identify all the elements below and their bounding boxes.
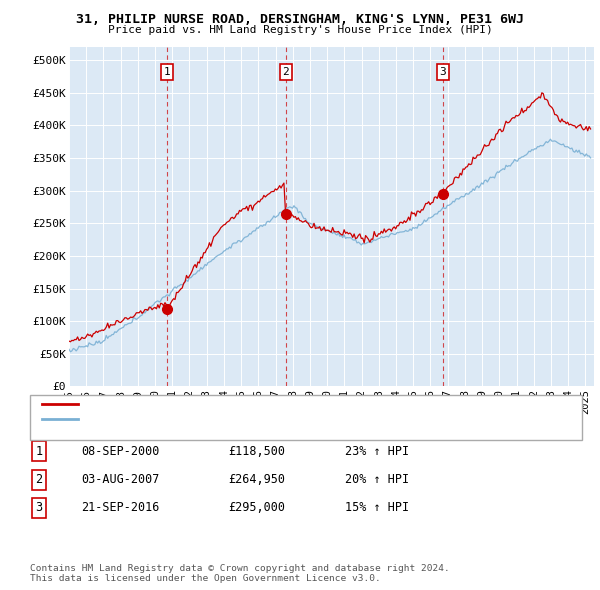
Text: 31, PHILIP NURSE ROAD, DERSINGHAM, KING'S LYNN, PE31 6WJ: 31, PHILIP NURSE ROAD, DERSINGHAM, KING'…	[76, 13, 524, 26]
Text: 21-SEP-2016: 21-SEP-2016	[81, 502, 160, 514]
Text: 03-AUG-2007: 03-AUG-2007	[81, 473, 160, 486]
Text: 2: 2	[35, 473, 43, 486]
Text: 2: 2	[283, 67, 289, 77]
Text: 15% ↑ HPI: 15% ↑ HPI	[345, 502, 409, 514]
Text: 23% ↑ HPI: 23% ↑ HPI	[345, 445, 409, 458]
Text: 1: 1	[164, 67, 170, 77]
Text: £264,950: £264,950	[228, 473, 285, 486]
Text: 08-SEP-2000: 08-SEP-2000	[81, 445, 160, 458]
Text: 20% ↑ HPI: 20% ↑ HPI	[345, 473, 409, 486]
Text: 3: 3	[439, 67, 446, 77]
Text: 1: 1	[35, 445, 43, 458]
Text: HPI: Average price, detached house, King's Lynn and West Norfolk: HPI: Average price, detached house, King…	[84, 414, 484, 424]
Text: £118,500: £118,500	[228, 445, 285, 458]
Text: 31, PHILIP NURSE ROAD, DERSINGHAM, KING'S LYNN, PE31 6WJ (detached house): 31, PHILIP NURSE ROAD, DERSINGHAM, KING'…	[84, 399, 540, 409]
Text: Price paid vs. HM Land Registry's House Price Index (HPI): Price paid vs. HM Land Registry's House …	[107, 25, 493, 35]
Text: Contains HM Land Registry data © Crown copyright and database right 2024.
This d: Contains HM Land Registry data © Crown c…	[30, 563, 450, 583]
Text: 3: 3	[35, 502, 43, 514]
Text: £295,000: £295,000	[228, 502, 285, 514]
